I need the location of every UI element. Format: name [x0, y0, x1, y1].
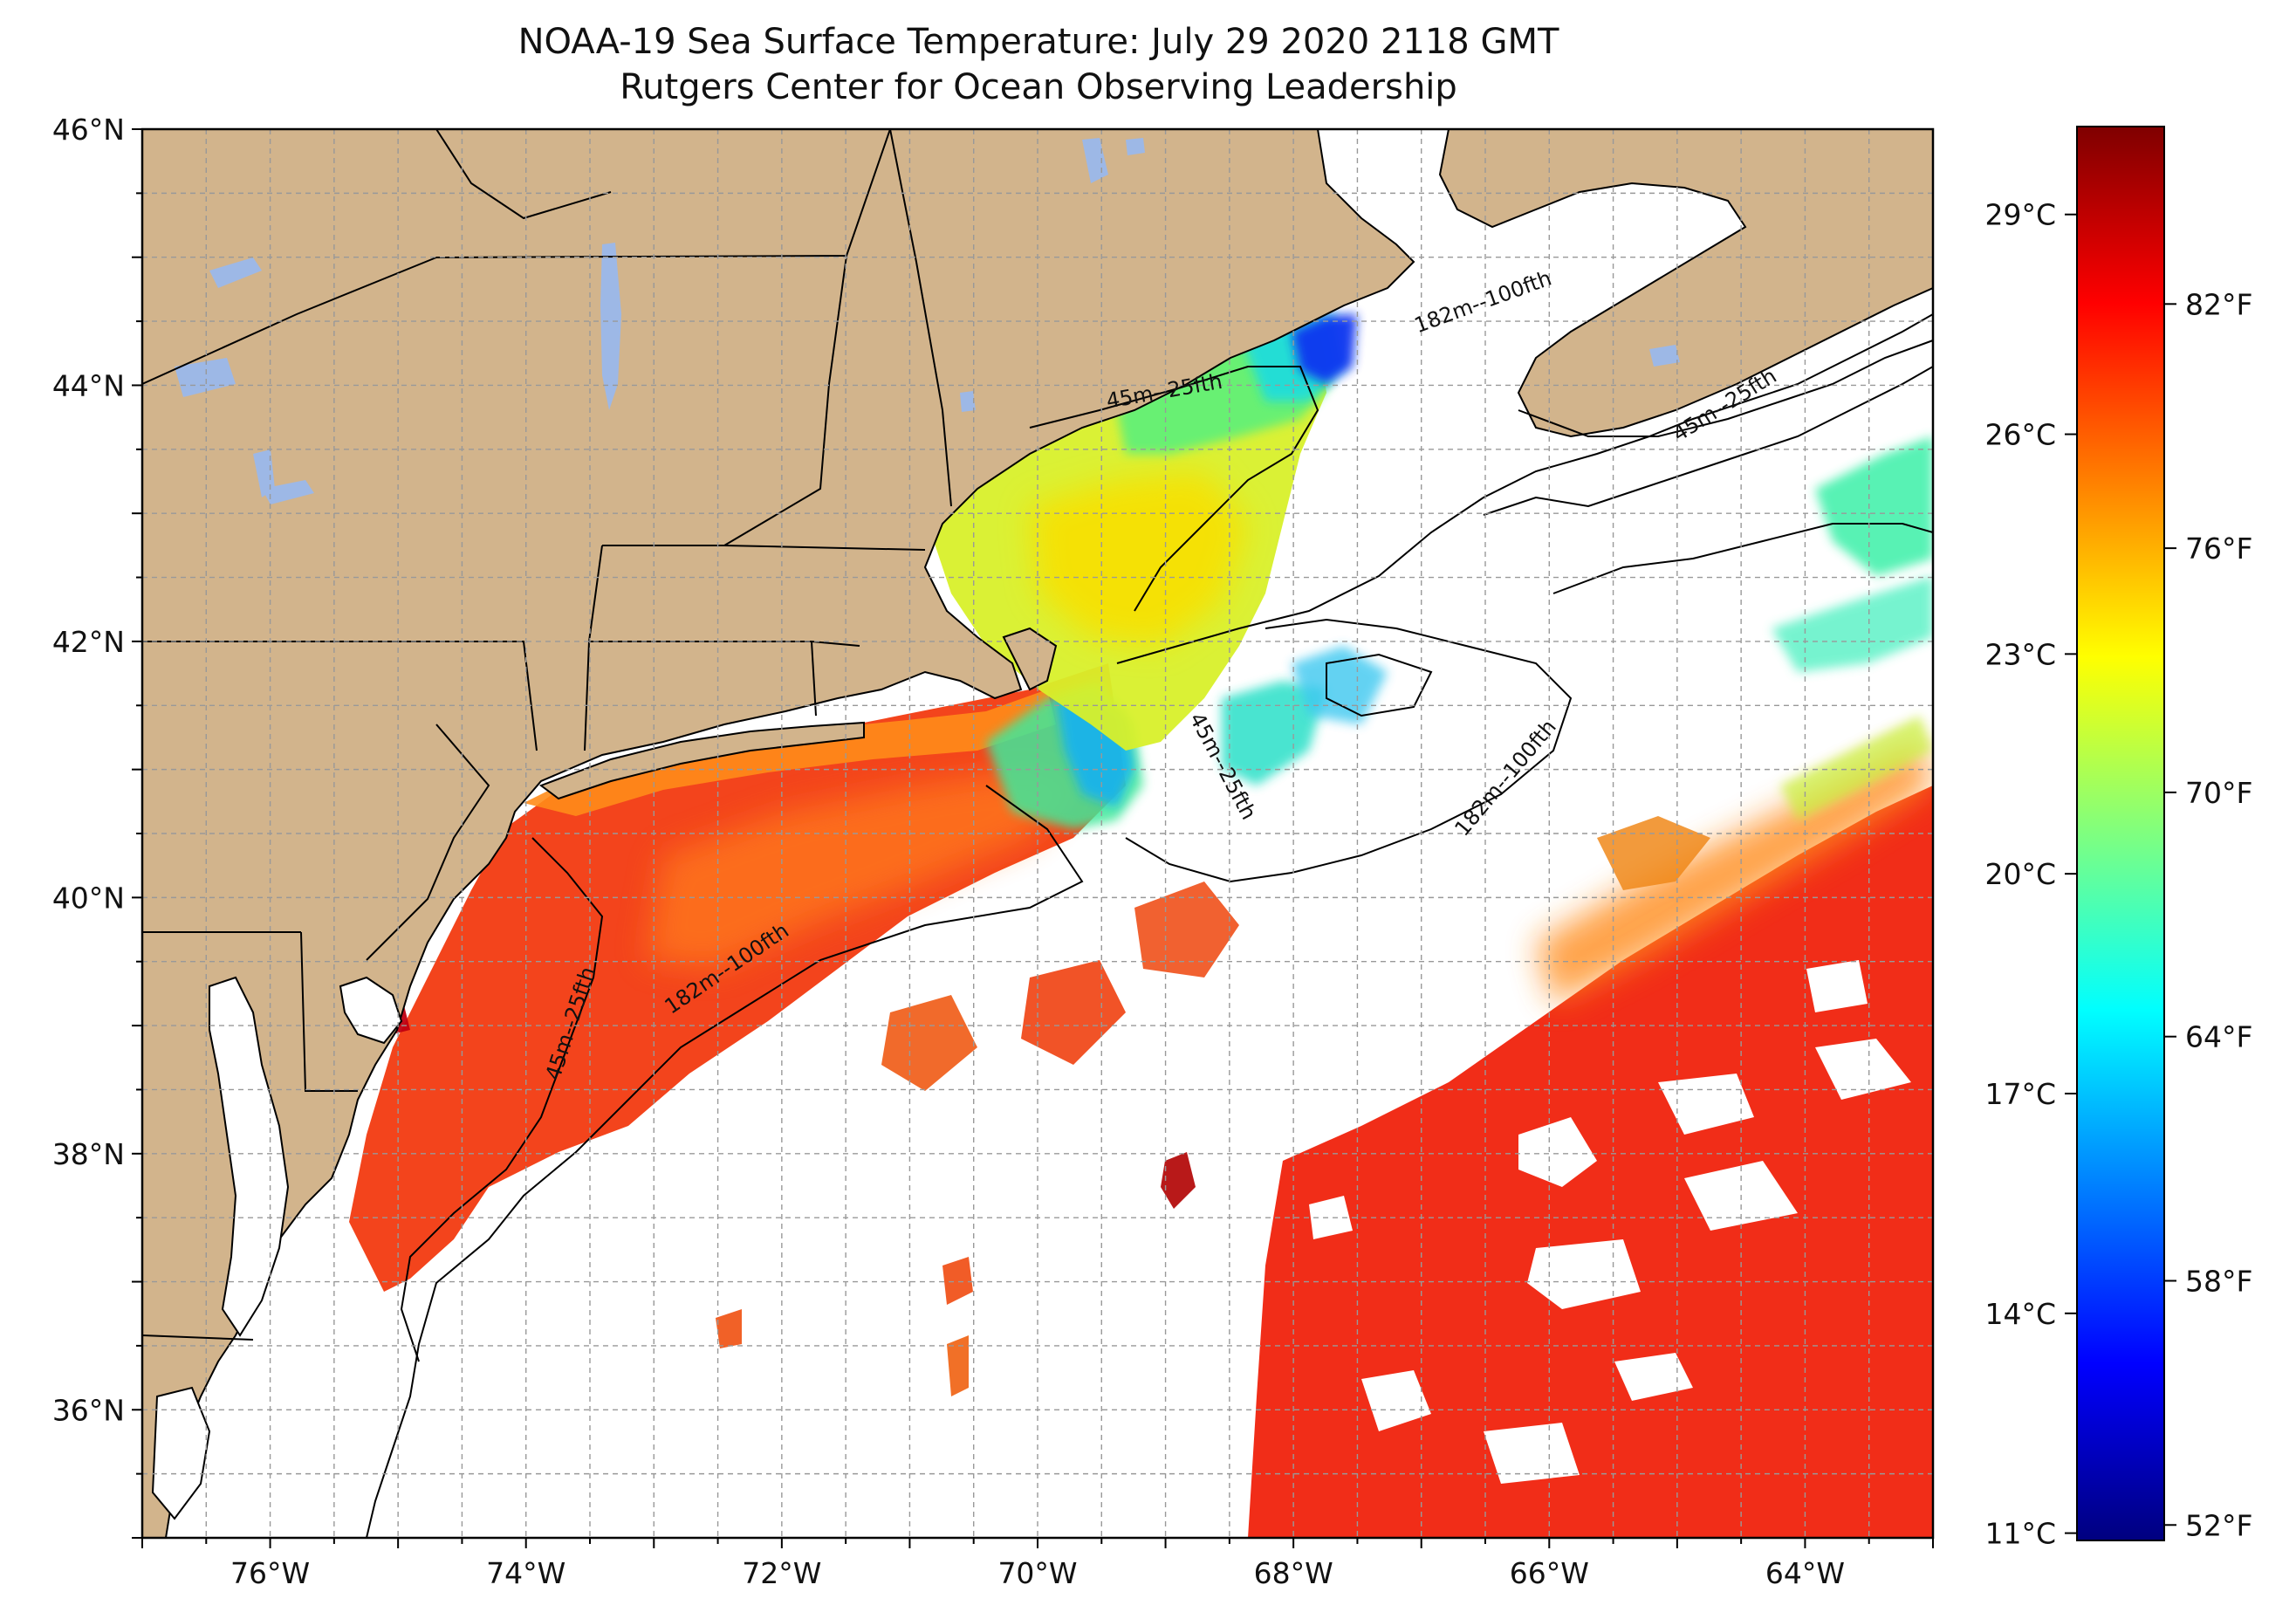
colorbar-fahrenheit-ticks: 82°F 76°F 70°F 64°F 58°F 52°F — [2164, 287, 2252, 1542]
sst-bay-of-fundy-blue — [1292, 314, 1357, 384]
cloud-gap — [1361, 1370, 1431, 1431]
lake-nfld — [209, 257, 262, 288]
cloud-gap — [1614, 1353, 1693, 1401]
fahrenheit-tick-label: 58°F — [2185, 1264, 2252, 1298]
boundary-nh-me — [889, 129, 952, 507]
longitude-axis: 76°W 74°W 72°W 70°W 68°W 66°W 64°W — [141, 1538, 1934, 1590]
fahrenheit-tick-label: 70°F — [2185, 776, 2252, 810]
sst-georges-bank-patch — [1222, 681, 1326, 785]
contour-182m — [366, 785, 1084, 1538]
sst-shelf-warm-streak — [646, 768, 1082, 969]
map-panel: 45m--25fth 182m--100fth45m--25fth182m--10… — [142, 129, 1933, 1538]
lon-tick-label: 70°W — [997, 1556, 1077, 1590]
celsius-tick-label: 26°C — [1984, 418, 2056, 452]
sst-gulf-stream-warm-front — [1536, 742, 1933, 1004]
cloud-gap — [1527, 1239, 1641, 1309]
lon-tick-label: 64°W — [1765, 1556, 1845, 1590]
celsius-tick-label: 20°C — [1984, 857, 2056, 891]
boundary-va-nc — [142, 1334, 254, 1341]
sst-warm-ring — [1597, 816, 1710, 890]
boundary-pa-nj — [366, 724, 490, 961]
nova-scotia — [1438, 129, 1933, 438]
lat-tick-label: 44°N — [52, 368, 125, 402]
sst-scotian-shelf-patch — [1815, 436, 1933, 576]
title-line-2: Rutgers Center for Ocean Observing Leade… — [620, 67, 1457, 107]
figure-title: NOAA-19 Sea Surface Temperature: July 29… — [140, 19, 1937, 110]
sst-slope-patch-2 — [1021, 960, 1126, 1065]
fahrenheit-tick-label: 76°F — [2185, 532, 2252, 566]
contour-nova-scotia-45m — [1518, 340, 1933, 437]
lat-tick-label: 40°N — [52, 881, 125, 915]
lon-tick-label: 66°W — [1510, 1556, 1589, 1590]
lake-oneida — [262, 480, 314, 504]
lon-tick-label: 74°W — [486, 1556, 565, 1590]
boundary-ma-north — [602, 545, 926, 551]
lat-tick-label: 36°N — [52, 1393, 125, 1427]
sst-georges-bank-patch-2 — [1292, 646, 1388, 724]
fahrenheit-tick-label: 52°F — [2185, 1508, 2252, 1542]
cloud-gap — [1484, 1423, 1580, 1484]
contour-scotian — [1483, 366, 1933, 516]
colorbar-frame — [2076, 126, 2165, 1541]
lat-tick-label: 42°N — [52, 625, 125, 659]
sst-eddy-small — [1161, 1152, 1196, 1209]
lake-finger — [253, 449, 275, 497]
sst-long-island-coast — [524, 689, 1056, 816]
lon-tick-label: 68°W — [1254, 1556, 1333, 1590]
sst-scotian-shelf-patch-2 — [1772, 576, 1933, 672]
delaware-bay — [339, 976, 403, 1045]
boundary-st-lawrence — [435, 129, 612, 220]
title-line-1: NOAA-19 Sea Surface Temperature: July 29… — [517, 22, 1559, 62]
colorbar-celsius-ticks: 29°C 26°C 23°C 20°C 17°C 14°C 11°C — [1984, 198, 2077, 1551]
cloud-gap — [1518, 1117, 1597, 1187]
fahrenheit-tick-label: 64°F — [2185, 1020, 2252, 1054]
lat-tick-label: 46°N — [52, 113, 125, 147]
boundary-ny-canada — [142, 257, 437, 385]
chesapeake-bay — [209, 976, 290, 1337]
contour-georges-inner — [1326, 653, 1433, 717]
lake-small-1 — [960, 391, 976, 412]
fahrenheit-tick-label: 82°F — [2185, 287, 2252, 321]
sst-scatter-1 — [942, 1257, 973, 1305]
celsius-tick-label: 29°C — [1984, 198, 2056, 232]
long-island — [538, 721, 865, 800]
boundary-ct-ri — [811, 641, 817, 717]
boundary-md-de — [300, 931, 358, 1092]
sst-slope-patch-3 — [881, 995, 977, 1091]
lon-tick-label: 76°W — [230, 1556, 310, 1590]
sst-gulf-of-maine-warm-core — [1030, 471, 1248, 646]
celsius-tick-label: 14°C — [1984, 1297, 2056, 1331]
cloud-gap — [1658, 1074, 1754, 1135]
sst-scatter-3 — [947, 1335, 969, 1396]
contour-scotian-2 — [1552, 523, 1933, 594]
cloud-gap — [1806, 960, 1868, 1012]
cloud-mask — [1309, 960, 1911, 1484]
celsius-tick-label: 11°C — [1984, 1517, 2056, 1551]
boundary-vt-nh — [723, 255, 847, 546]
colorbar-bar — [2077, 127, 2164, 1540]
latitude-axis: 46°N 44°N 42°N 40°N 38°N 36°N — [52, 113, 142, 1539]
sst-gulf-stream-edge-yellow — [1780, 716, 1933, 820]
sst-scatter-2 — [716, 1309, 742, 1348]
lake-ontario-east — [175, 358, 236, 397]
lon-tick-label: 72°W — [742, 1556, 821, 1590]
map-gridlines — [142, 129, 1933, 1538]
lake-small-2 — [1126, 138, 1145, 155]
contour-45m-gom — [1029, 366, 1319, 612]
lake-champlain — [600, 243, 621, 410]
celsius-tick-label: 17°C — [1984, 1077, 2056, 1111]
pamlico-sound — [151, 1386, 211, 1520]
lake-small-3 — [1649, 345, 1680, 367]
cloud-gap — [1309, 1196, 1353, 1239]
land-layer — [142, 129, 1933, 1538]
cape-cod — [1002, 627, 1058, 691]
contour-georges — [1125, 618, 1573, 883]
colorbar: 29°C 26°C 23°C 20°C 17°C 14°C 11°C 82°F 76°F 70°… — [1984, 126, 2252, 1551]
lat-tick-label: 38°N — [52, 1137, 125, 1171]
contour-182m-gom — [1116, 313, 1933, 664]
cloud-gap — [1815, 1039, 1911, 1100]
celsius-tick-label: 23°C — [1984, 637, 2056, 671]
sst-slope-patch-1 — [1134, 882, 1239, 978]
